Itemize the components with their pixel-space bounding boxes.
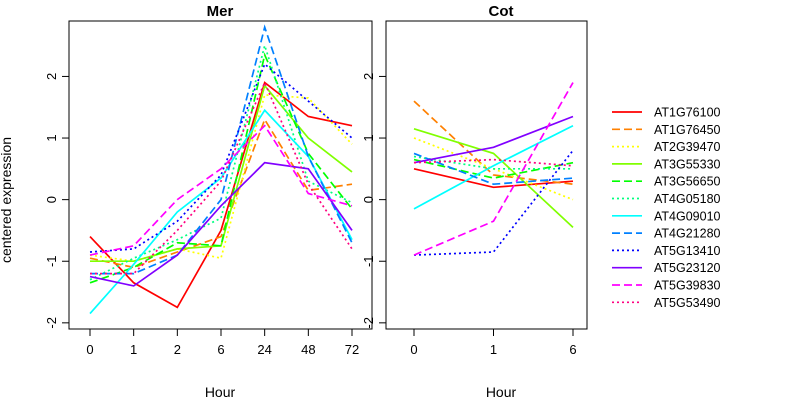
y-tick-label: 1 — [361, 134, 376, 141]
series-line-at4g05180 — [413, 155, 573, 170]
series-line-at4g09010 — [413, 124, 574, 210]
x-tick-label: 0 — [86, 342, 93, 357]
x-tick-label: 1 — [490, 342, 497, 357]
x-tick-label: 2 — [174, 342, 181, 357]
series-line-at2g39470 — [89, 94, 353, 263]
legend-label: AT4G09010 — [654, 209, 721, 223]
panel-mer: Mer Hour -2 -1 0 1 2 0 1 2 6 24 48 72 — [44, 3, 373, 400]
series-line-at4g21280 — [413, 152, 574, 186]
legend-label: AT5G53490 — [654, 296, 721, 310]
y-tick-label: 0 — [44, 196, 59, 203]
legend-label: AT2G39470 — [654, 140, 721, 154]
series-line-at1g76100 — [89, 81, 353, 309]
series-line-at5g13410 — [89, 62, 353, 253]
series-line-at1g76450 — [89, 117, 353, 269]
panel-title-mer: Mer — [207, 3, 234, 20]
x-tick-label: 1 — [130, 342, 137, 357]
y-tick-label: -1 — [44, 255, 59, 267]
legend-label: AT5G39830 — [654, 279, 721, 293]
y-tick-label: 2 — [44, 73, 59, 80]
legend-label: AT4G05180 — [654, 192, 721, 206]
x-tick-label: 6 — [569, 342, 576, 357]
legend-label: AT5G13410 — [654, 244, 721, 258]
panel-cot: Cot Hour -2 -1 0 1 2 0 1 6 — [361, 3, 588, 400]
y-tick-label: 1 — [44, 134, 59, 141]
series-line-at3g56650 — [413, 158, 574, 179]
plot-frame-mer — [68, 20, 373, 330]
series-line-at4g05180 — [89, 42, 353, 281]
series-line-at5g53490 — [90, 80, 353, 275]
series-line-at3g55330 — [413, 127, 574, 229]
series-line-at5g53490 — [413, 158, 574, 167]
y-tick-label: -2 — [44, 317, 59, 329]
x-tick-label: 0 — [410, 342, 417, 357]
x-tick-label: 24 — [257, 342, 271, 357]
x-axis-label-mer: Hour — [205, 384, 236, 400]
legend-label: AT1G76450 — [654, 123, 721, 137]
series-line-at5g13410 — [413, 149, 574, 256]
legend: AT1G76100 AT1G76450 AT2G39470 AT3G55330 AT3G… — [612, 106, 721, 310]
x-tick-label: 72 — [345, 342, 359, 357]
series-line-at1g76450 — [413, 100, 574, 186]
panel-title-cot: Cot — [489, 3, 514, 20]
series-line-at5g23120 — [89, 161, 353, 287]
y-tick-label: -2 — [361, 317, 376, 329]
legend-label: AT1G76100 — [654, 106, 721, 120]
legend-label: AT3G55330 — [654, 157, 721, 171]
series-line-at4g09010 — [89, 108, 353, 315]
y-tick-label: 0 — [361, 196, 376, 203]
y-axis-label: centered expression — [0, 137, 14, 263]
legend-label: AT3G56650 — [654, 175, 721, 189]
x-axis-label-cot: Hour — [486, 384, 517, 400]
series-line-at5g23120 — [413, 115, 574, 164]
series-line-at4g21280 — [90, 24, 353, 275]
y-tick-label: 2 — [361, 73, 376, 80]
y-tick-label: -1 — [361, 255, 376, 267]
series-line-at3g55330 — [90, 83, 353, 263]
x-tick-label: 6 — [217, 342, 224, 357]
series-line-at5g39830 — [89, 124, 353, 256]
legend-label: AT4G21280 — [654, 227, 721, 241]
plot-frame-cot — [385, 20, 588, 330]
legend-label: AT5G23120 — [654, 261, 721, 275]
series-line-at5g39830 — [413, 82, 574, 256]
x-tick-label: 48 — [301, 342, 315, 357]
